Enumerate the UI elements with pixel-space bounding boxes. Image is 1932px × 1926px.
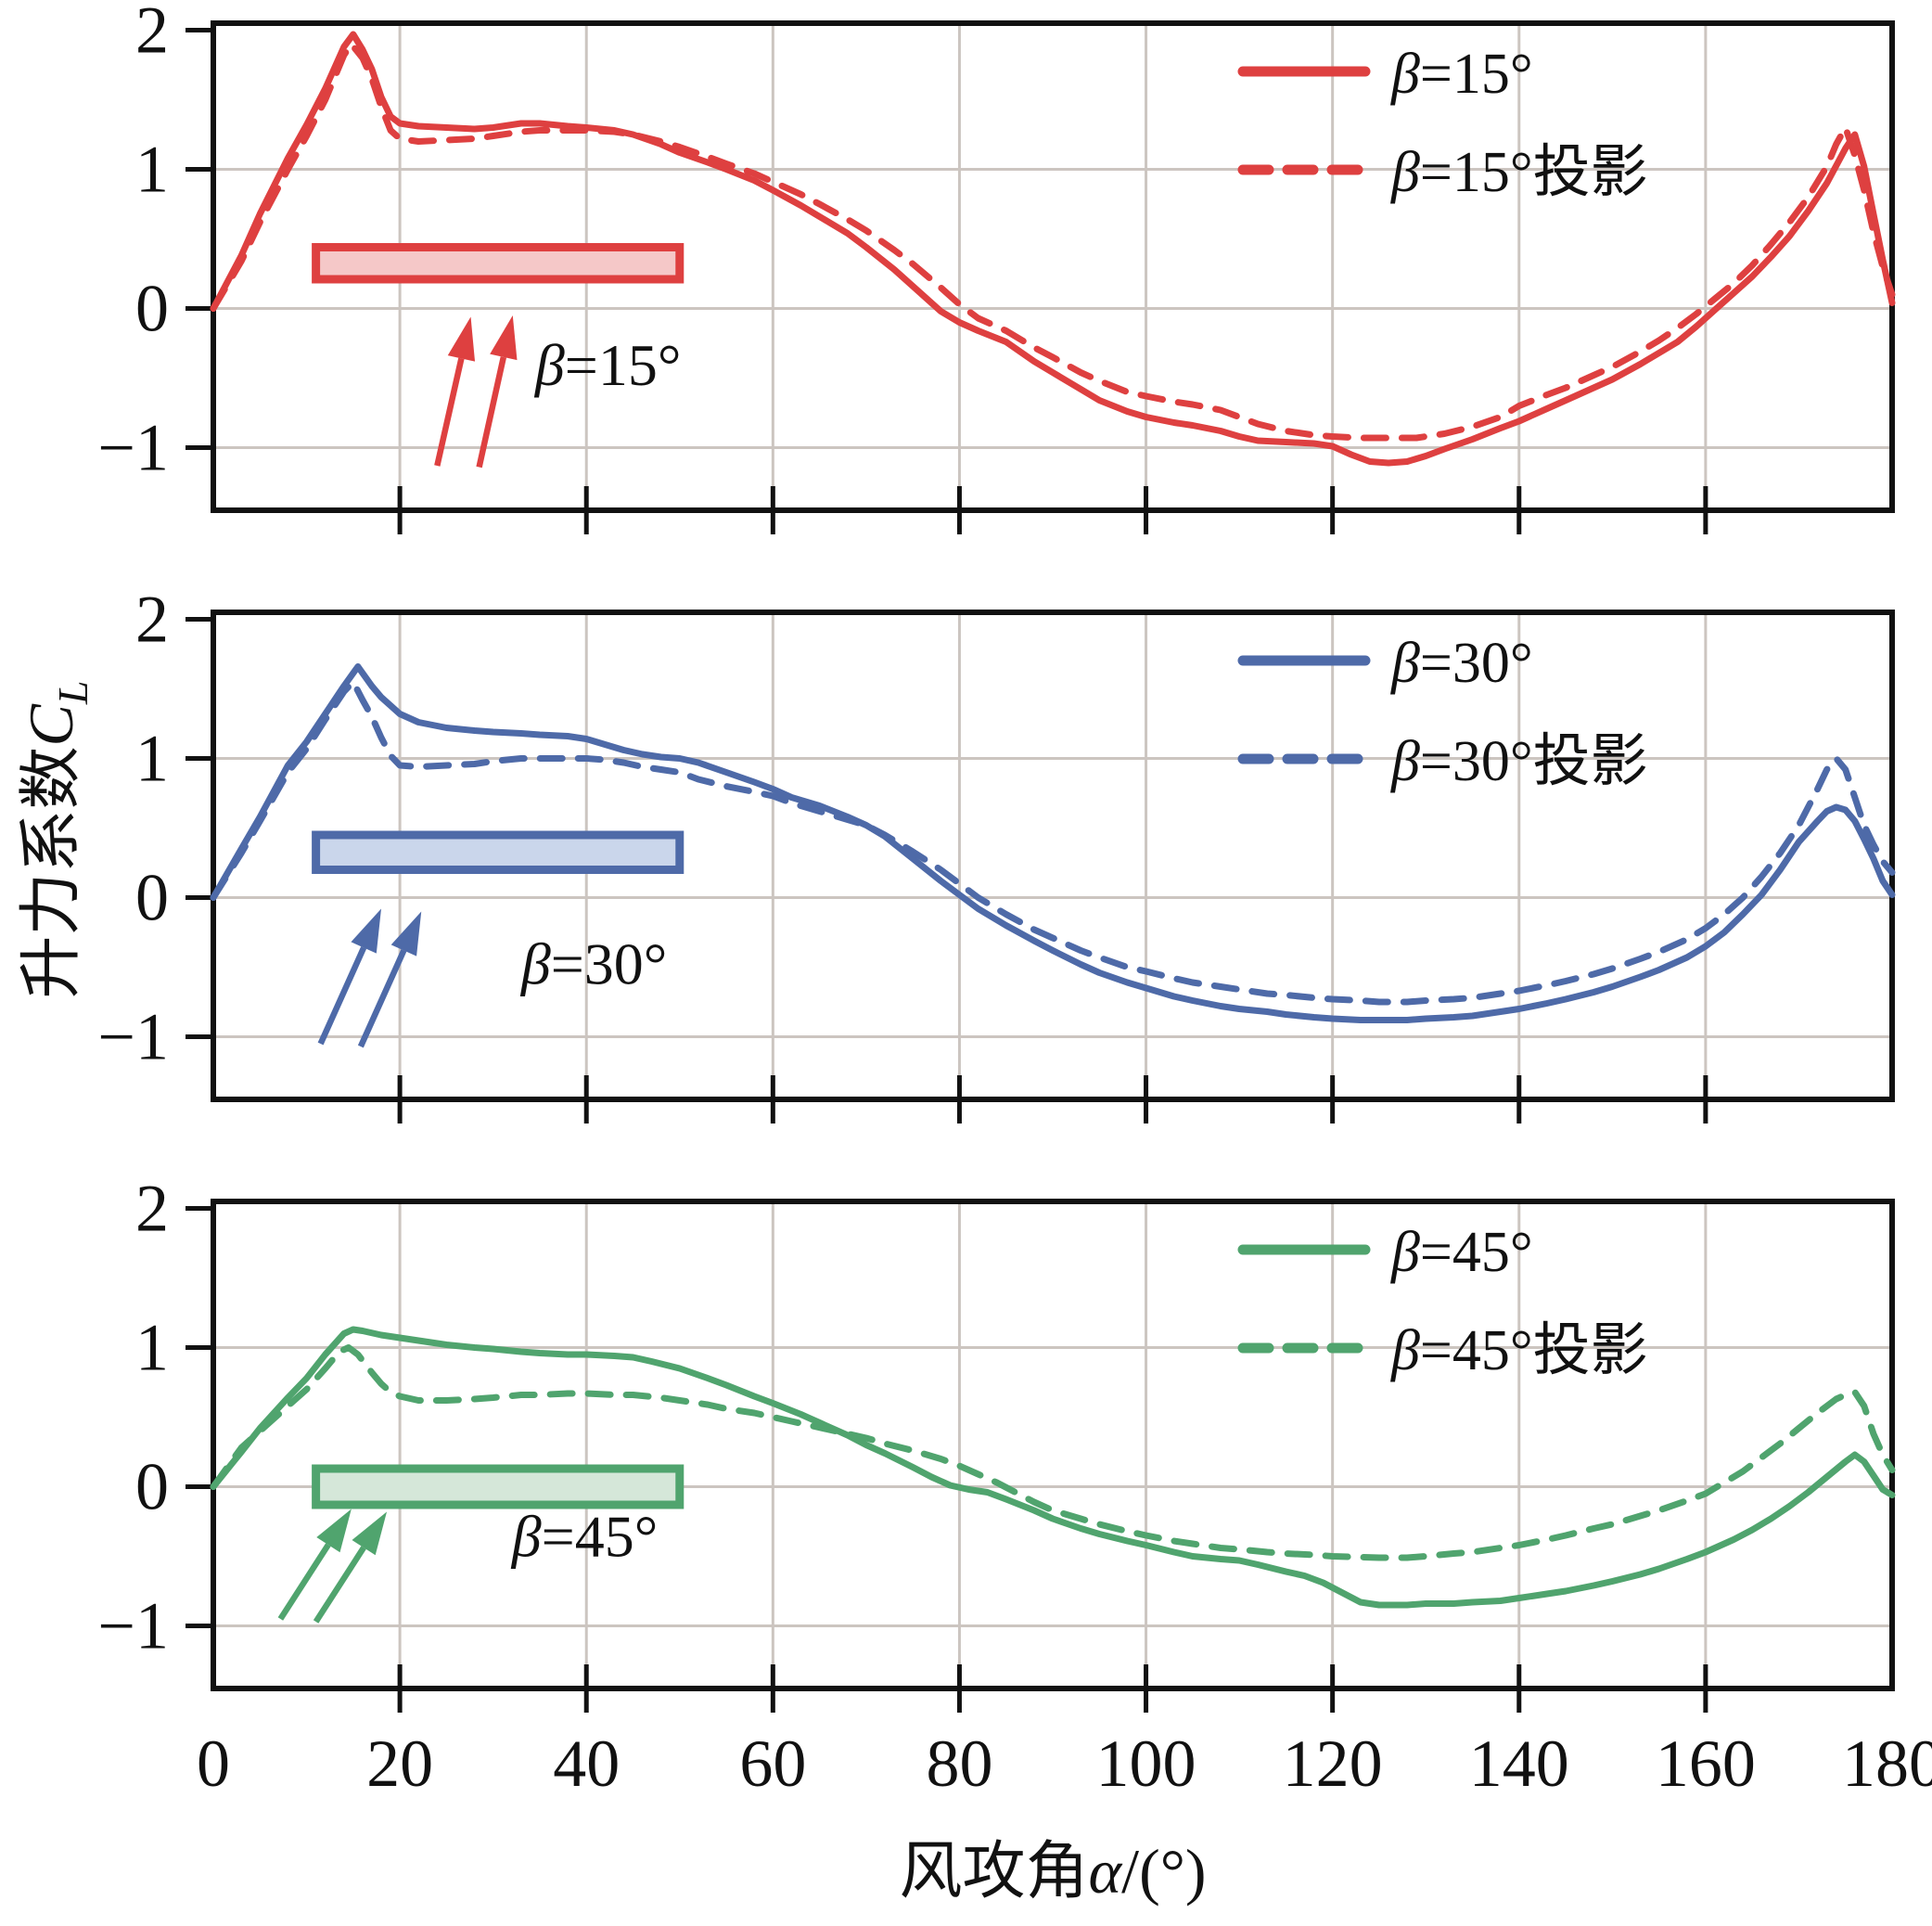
series-curve-solid [210,663,1896,1023]
y-tick-label: −1 [97,1000,169,1074]
x-tick-label: 40 [553,1727,620,1801]
x-tick-label: 60 [739,1727,806,1801]
y-tick-label: 2 [135,0,169,68]
plate-section [312,1464,685,1509]
y-tick-label: 2 [135,1172,169,1246]
series-curve-dashed [210,41,1896,442]
wind-direction-arrow [476,356,507,469]
plate-section [312,830,685,874]
x-tick-label: 100 [1096,1727,1196,1801]
inset-beta-label: β=30° [519,931,668,997]
x-axis-title: 风攻角α/(°) [899,1836,1206,1907]
x-tick-label: 80 [926,1727,992,1801]
y-tick-label: 1 [135,722,169,796]
y-tick-label: 2 [135,583,169,657]
legend-label: β=30°投影 [1390,730,1648,793]
series-curve-dashed [210,678,1896,1006]
y-tick-label: 0 [135,272,169,346]
x-tick-label: 140 [1469,1727,1569,1801]
wind-direction-arrow [313,1546,366,1624]
series-curve-solid [210,1326,1896,1609]
series-curve-solid [210,31,1896,467]
x-tick-label: 0 [197,1727,230,1801]
inset-beta-label: β=45° [510,1504,659,1570]
legend-label: β=45° [1390,1221,1533,1284]
y-tick-label: 0 [135,1450,169,1524]
y-tick-label: 1 [135,133,169,207]
wind-direction-arrow-head [351,908,381,954]
x-tick-label: 180 [1842,1727,1932,1801]
inset-beta-label: β=15° [533,332,682,398]
wind-direction-arrow [317,946,367,1046]
y-axis-title: 升力系数CL [16,681,96,999]
plate-section [312,243,685,284]
wind-direction-arrow-head [447,316,476,362]
plot-frame [211,20,1895,513]
x-tick-label: 120 [1283,1727,1383,1801]
legend-label: β=30° [1390,632,1533,695]
y-tick-label: −1 [97,1589,169,1663]
wind-direction-arrow-head [352,1511,388,1556]
x-tick-label: 20 [366,1727,433,1801]
y-tick-label: 1 [135,1311,169,1385]
series-curve-dashed [210,1344,1896,1561]
wind-direction-arrow [357,949,407,1048]
wind-direction-arrow [434,357,465,467]
plot-frame [211,1199,1895,1691]
legend-label: β=15° [1390,43,1533,106]
wind-direction-arrow [277,1543,331,1621]
y-tick-label: −1 [97,411,169,485]
plot-frame [211,610,1895,1102]
wind-direction-arrow-head [490,315,518,361]
y-tick-label: 0 [135,861,169,935]
legend-label: β=45°投影 [1390,1319,1648,1382]
wind-direction-arrow-head [390,911,422,957]
legend-label: β=15°投影 [1390,141,1648,204]
x-tick-label: 160 [1656,1727,1756,1801]
wind-direction-arrow-head [316,1509,352,1553]
